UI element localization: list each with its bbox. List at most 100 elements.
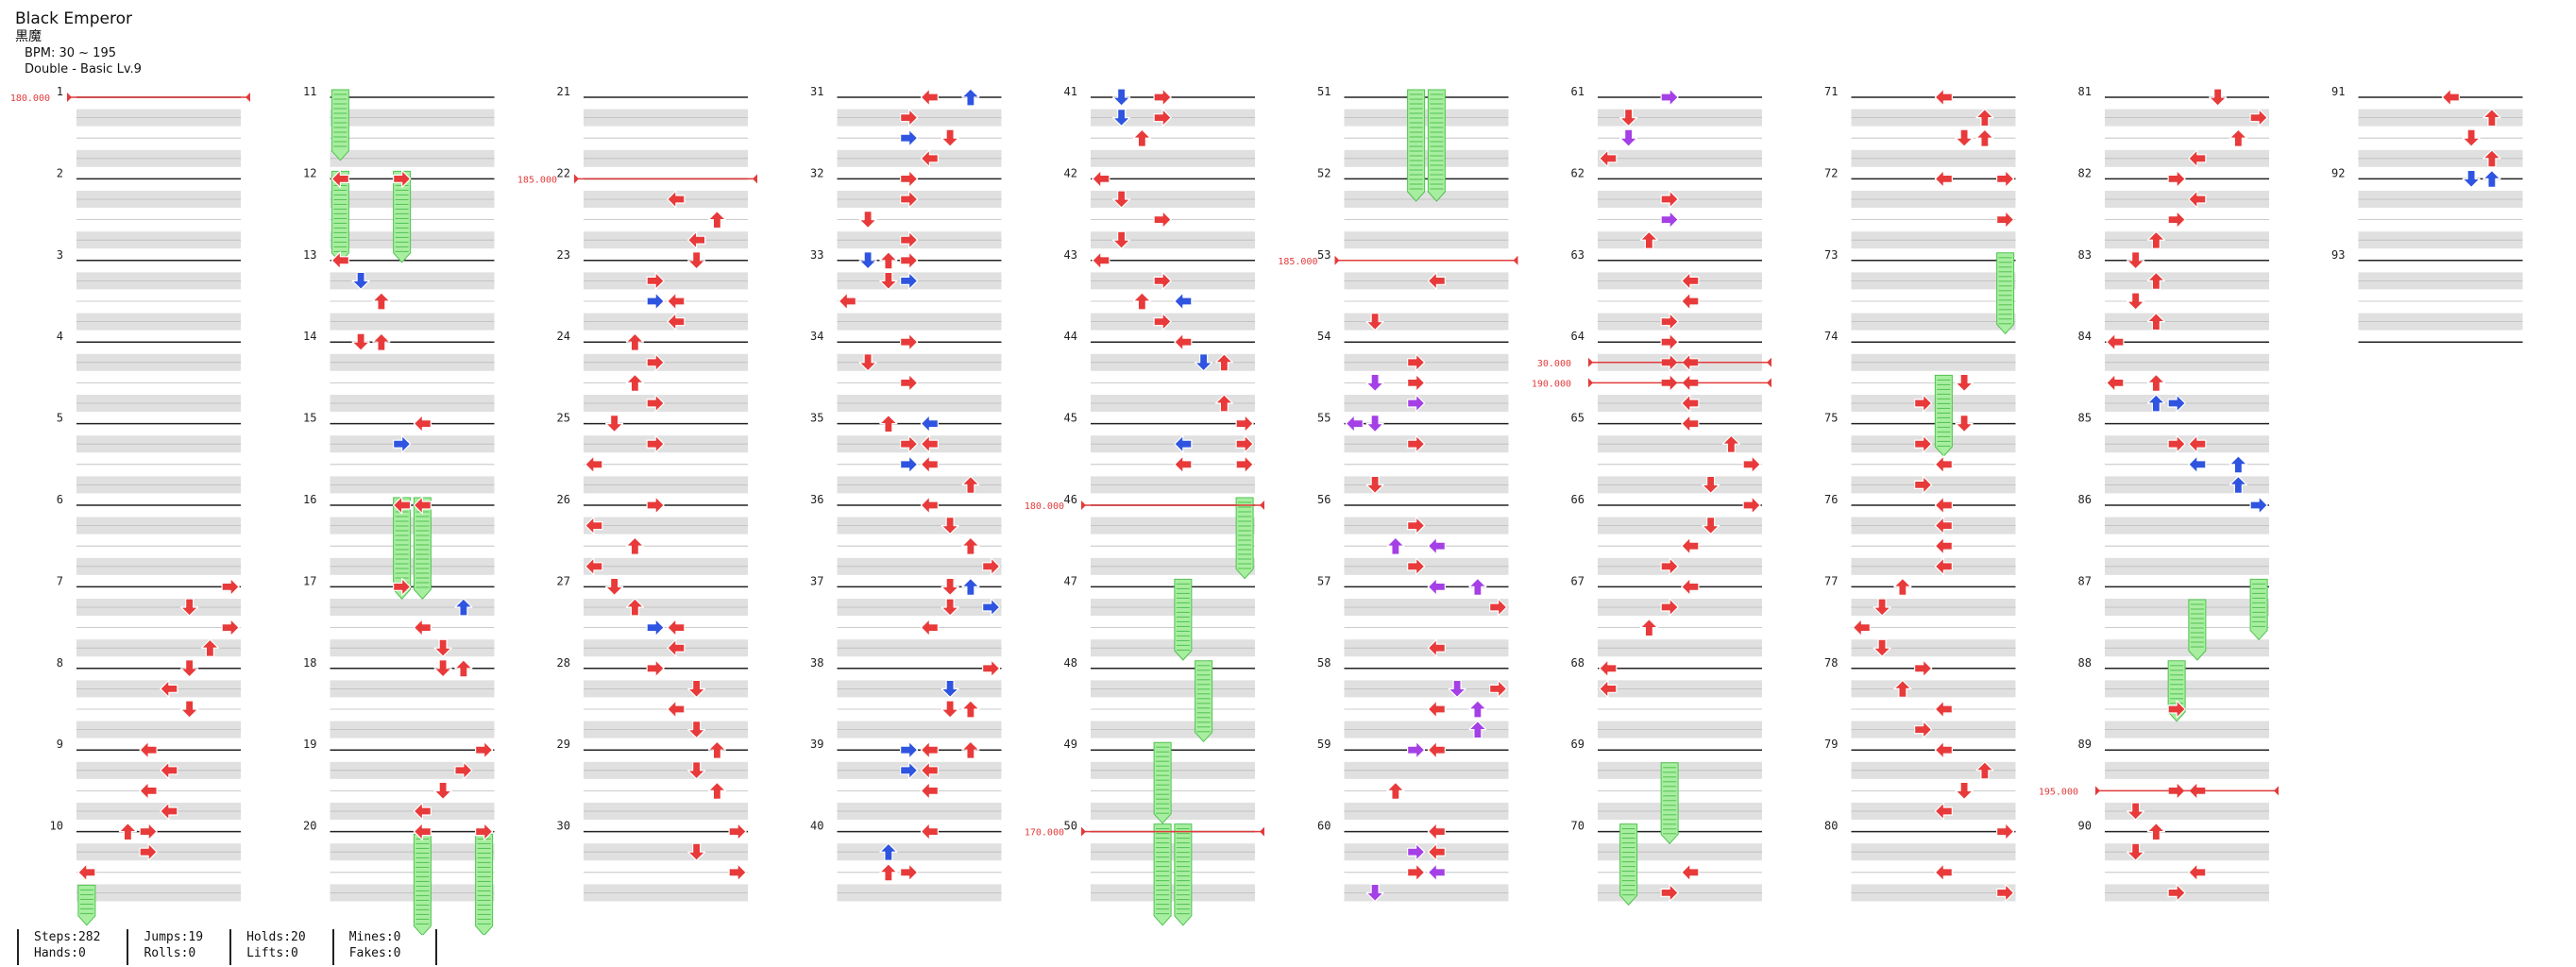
arrow-note-r-icon — [393, 169, 412, 188]
measure-number: 70 — [1571, 820, 1585, 833]
arrow-shape — [2188, 190, 2207, 209]
arrow-note-u-icon — [2146, 230, 2165, 249]
arrow-note-r-icon — [1489, 679, 1508, 699]
measure-number: 48 — [1064, 656, 1077, 670]
arrow-shape — [1619, 108, 1638, 127]
arrow-note-l-icon — [1934, 740, 1953, 759]
steps-count: Steps:282 — [34, 930, 101, 944]
arrow-note-u-icon — [2229, 128, 2247, 147]
arrow-note-l-icon — [160, 679, 178, 699]
arrow-note-l-icon — [330, 169, 349, 188]
hold-note — [2188, 599, 2207, 661]
arrow-note-l-icon — [139, 740, 158, 759]
measure-number: 85 — [2078, 412, 2092, 425]
arrow-shape — [180, 598, 199, 617]
hold-body — [1153, 741, 1172, 824]
arrow-note-d-icon — [2127, 802, 2145, 821]
arrow-note-u-icon — [961, 88, 980, 107]
arrow-shape — [585, 516, 603, 535]
measure-number: 65 — [1571, 412, 1585, 425]
measure-number: 78 — [1824, 656, 1838, 670]
arrow-note-r-icon — [900, 108, 919, 127]
measure-number: 74 — [1824, 330, 1838, 343]
arrow-note-u-icon — [2146, 373, 2165, 392]
arrow-note-l-icon — [2188, 434, 2207, 453]
bpm-marker-right — [1260, 826, 1264, 837]
bpm-label: 180.000 — [1025, 501, 1064, 512]
measure-number: 1 — [57, 85, 63, 98]
arrow-note-r-icon — [454, 761, 473, 780]
arrow-shape — [920, 415, 939, 433]
arrow-shape — [1407, 516, 1426, 535]
arrow-shape — [900, 761, 919, 780]
arrow-shape — [1407, 373, 1426, 392]
arrow-shape — [1639, 618, 1658, 637]
arrow-note-r-icon — [1996, 211, 2015, 229]
measure-number: 33 — [810, 248, 823, 262]
hold-note — [1934, 374, 1953, 457]
arrow-note-r-icon — [1153, 108, 1172, 127]
arrow-note-r-icon — [1660, 557, 1679, 576]
arrow-shape — [900, 434, 919, 453]
arrow-shape — [1975, 761, 1994, 780]
measure-number: 60 — [1317, 820, 1330, 833]
arrow-shape — [858, 251, 877, 270]
arrow-note-r-icon — [1742, 455, 1761, 474]
arrow-shape — [2462, 128, 2481, 147]
arrow-shape — [1407, 394, 1426, 413]
arrow-shape — [961, 536, 980, 555]
arrow-note-l-icon — [1599, 679, 1618, 699]
arrow-note-d-icon — [858, 251, 877, 270]
arrow-note-u-icon — [2146, 313, 2165, 331]
bpm-marker-right — [1260, 500, 1264, 510]
arrow-shape — [160, 761, 178, 780]
arrow-shape — [180, 659, 199, 678]
measure-number: 71 — [1824, 85, 1838, 98]
arrow-shape — [1893, 679, 1912, 699]
measure-number: 51 — [1317, 85, 1330, 98]
arrow-shape — [1174, 434, 1193, 453]
arrow-shape — [1681, 394, 1700, 413]
arrow-note-u-icon — [707, 211, 726, 229]
arrow-note-r-icon — [1996, 169, 2015, 188]
arrow-shape — [941, 577, 959, 597]
arrow-shape — [1934, 516, 1953, 535]
arrow-note-l-icon — [667, 190, 686, 209]
arrow-note-r-icon — [1235, 455, 1254, 474]
arrow-note-d-icon — [605, 415, 624, 433]
arrow-note-r-icon — [646, 496, 665, 515]
arrow-shape — [1448, 679, 1466, 699]
arrow-note-u-icon — [961, 536, 980, 555]
arrow-shape — [941, 679, 959, 699]
arrow-shape — [1934, 88, 1953, 107]
hold-note — [393, 170, 412, 263]
bpm-label: 185.000 — [517, 175, 557, 185]
measure-number: 31 — [810, 85, 823, 98]
hold-body — [2249, 578, 2268, 641]
arrow-shape — [1996, 822, 2015, 841]
arrow-shape — [838, 292, 856, 311]
hold-note — [1174, 578, 1193, 661]
arrow-shape — [646, 434, 665, 453]
arrow-shape — [1975, 108, 1994, 127]
arrow-note-l-icon — [1681, 292, 1700, 311]
measure-number: 19 — [303, 738, 316, 751]
arrow-shape — [77, 863, 96, 882]
arrow-shape — [433, 659, 452, 678]
measure-number: 41 — [1064, 85, 1077, 98]
arrow-shape — [1955, 781, 1974, 801]
arrow-note-l-icon — [920, 88, 939, 107]
arrow-note-d-icon — [2462, 169, 2481, 188]
arrow-shape — [920, 88, 939, 107]
arrow-note-u-icon — [1214, 353, 1233, 372]
hold-body — [1174, 823, 1193, 926]
arrow-note-l-icon — [2188, 455, 2207, 474]
arrow-note-r-icon — [1742, 496, 1761, 515]
arrow-shape — [413, 415, 432, 433]
arrow-shape — [707, 740, 726, 759]
arrow-shape — [900, 108, 919, 127]
arrow-shape — [1702, 475, 1720, 495]
arrow-note-l-icon — [920, 740, 939, 759]
bpm-label: 30.000 — [1537, 359, 1571, 369]
arrow-note-u-icon — [1468, 700, 1487, 719]
